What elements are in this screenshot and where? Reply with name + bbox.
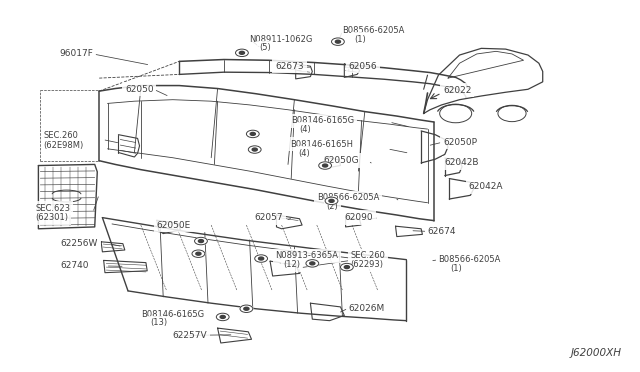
Circle shape (216, 313, 229, 321)
Circle shape (344, 266, 349, 269)
Circle shape (192, 250, 205, 257)
Text: (4): (4) (298, 149, 310, 158)
Text: (62E98M): (62E98M) (44, 141, 84, 150)
Circle shape (196, 252, 201, 255)
Text: (62301): (62301) (35, 213, 68, 222)
Text: 62056: 62056 (349, 62, 378, 71)
Text: (5): (5) (259, 43, 271, 52)
Text: B08566-6205A: B08566-6205A (438, 255, 500, 264)
Text: 96017F: 96017F (59, 49, 93, 58)
Text: 62050P: 62050P (443, 138, 477, 147)
Text: B08146-6165G: B08146-6165G (291, 116, 355, 125)
Text: (62293): (62293) (351, 260, 384, 269)
Text: (1): (1) (354, 35, 365, 44)
Circle shape (244, 307, 249, 310)
Text: B08566-6205A: B08566-6205A (342, 26, 404, 35)
Text: B08566-6205A: B08566-6205A (317, 193, 379, 202)
Text: N08911-1062G: N08911-1062G (250, 35, 313, 44)
Text: 62042A: 62042A (468, 182, 503, 191)
Circle shape (259, 257, 264, 260)
Circle shape (306, 260, 319, 267)
Text: (4): (4) (300, 125, 311, 134)
Circle shape (239, 51, 244, 54)
Text: 62740: 62740 (61, 262, 90, 270)
Text: 62026M: 62026M (349, 304, 385, 312)
Text: B08146-6165H: B08146-6165H (290, 140, 353, 149)
Text: J62000XH: J62000XH (571, 348, 622, 358)
Text: (12): (12) (284, 260, 301, 269)
Text: SEC.260: SEC.260 (44, 131, 78, 140)
Circle shape (198, 240, 204, 243)
Text: 62057: 62057 (255, 213, 284, 222)
Circle shape (335, 40, 340, 43)
Circle shape (319, 162, 332, 169)
Text: (1): (1) (450, 264, 461, 273)
Text: 62050E: 62050E (157, 221, 191, 230)
Circle shape (310, 262, 315, 265)
Circle shape (329, 199, 334, 202)
Circle shape (236, 49, 248, 57)
Circle shape (340, 263, 353, 271)
Text: N08913-6365A: N08913-6365A (275, 251, 338, 260)
Circle shape (248, 146, 261, 153)
Circle shape (250, 132, 255, 135)
Circle shape (252, 148, 257, 151)
Text: 62674: 62674 (428, 227, 456, 236)
Text: SEC.260: SEC.260 (351, 251, 385, 260)
Text: 62050: 62050 (125, 85, 154, 94)
Circle shape (240, 305, 253, 312)
Text: 62090: 62090 (344, 213, 373, 222)
Circle shape (246, 130, 259, 138)
Text: 62257V: 62257V (173, 331, 207, 340)
Text: 62256W: 62256W (61, 239, 98, 248)
Circle shape (323, 164, 328, 167)
Text: B08146-6165G: B08146-6165G (141, 310, 204, 319)
Text: 62022: 62022 (443, 86, 471, 94)
Circle shape (195, 237, 207, 245)
Text: 62050G: 62050G (323, 156, 359, 165)
Text: 62042B: 62042B (445, 158, 479, 167)
Circle shape (325, 197, 338, 205)
Circle shape (220, 315, 225, 318)
Text: 62673: 62673 (275, 62, 304, 71)
Text: (2): (2) (326, 202, 338, 211)
Text: SEC.623: SEC.623 (35, 204, 70, 213)
Circle shape (332, 38, 344, 45)
Text: (13): (13) (150, 318, 168, 327)
Circle shape (255, 255, 268, 262)
